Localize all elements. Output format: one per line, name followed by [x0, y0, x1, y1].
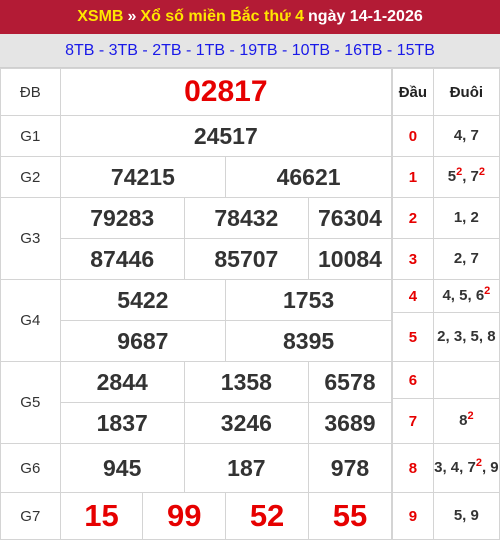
prize-number: 79283 [59, 197, 185, 239]
page-title[interactable]: Xổ số miền Bắc thứ 4 [140, 8, 305, 25]
prize-label-g1: G1 [0, 115, 61, 157]
prize-number: 187 [183, 443, 309, 493]
loto-dau: 3 [392, 238, 434, 280]
prize-number: 1753 [225, 279, 392, 321]
prize-row-g1: G1 24517 [0, 115, 393, 157]
loto-row: 4 4, 5, 62 [392, 279, 500, 313]
prize-label-g5: G5 [0, 361, 61, 444]
prize-row-g6: G6 945 187 978 [0, 443, 393, 493]
prize-number: 74215 [59, 156, 227, 198]
prize-row-g2: G2 74215 46621 [0, 156, 392, 198]
special-codes-bar: 8TB - 3TB - 2TB - 1TB - 19TB - 10TB - 16… [0, 34, 500, 68]
prize-label-g7: G7 [0, 492, 61, 540]
loto-dau: 4 [392, 279, 434, 313]
loto-row: 2 1, 2 [392, 197, 500, 239]
dau-header: Đầu [392, 68, 434, 116]
prize-row-g4b: 9687 8395 [1, 320, 392, 362]
loto-duoi: 2, 7 [432, 238, 500, 280]
loto-row: 7 82 [392, 398, 500, 444]
loto-duoi: 52, 72 [432, 156, 500, 198]
prize-label-g2: G2 [0, 156, 61, 198]
prize-row-g5: G5 2844 1358 6578 [0, 361, 393, 444]
loto-dau: 1 [392, 156, 434, 198]
prize-label-g4: G4 [0, 279, 61, 362]
loto-header-row: Đầu Đuôi [392, 68, 500, 116]
loto-duoi: 3, 4, 72, 9 [432, 443, 500, 493]
prize-number: 52 [225, 492, 309, 540]
loto-row: 9 5, 9 [392, 492, 500, 540]
loto-row: 3 2, 7 [392, 238, 500, 280]
xsmb-link[interactable]: XSMB [77, 8, 124, 25]
prize-number: 85707 [183, 238, 309, 280]
loto-duoi: 2, 3, 5, 8 [432, 312, 500, 362]
loto-duoi [432, 361, 500, 399]
prize-number: 78432 [183, 197, 309, 239]
loto-table: Đầu Đuôi 0 4, 7 1 52, 72 2 1, 2 3 2, 7 4… [392, 68, 500, 540]
loto-row: 5 2, 3, 5, 8 [392, 312, 500, 362]
prize-number: 3689 [307, 402, 393, 444]
prize-number: 55 [307, 492, 393, 540]
special-codes: 8TB - 3TB - 2TB - 1TB - 19TB - 10TB - 16… [65, 41, 435, 59]
special-prize-number: 02817 [59, 68, 393, 116]
prize-number: 24517 [59, 115, 393, 157]
prize-label-g3: G3 [0, 197, 61, 280]
prize-table: ĐB 02817 G1 24517 G2 74215 46621 G3 7928… [0, 68, 393, 540]
loto-duoi: 4, 5, 62 [432, 279, 500, 313]
loto-dau: 8 [392, 443, 434, 493]
prize-label-db: ĐB [0, 68, 61, 116]
breadcrumb-separator: » [127, 8, 137, 25]
loto-row: 0 4, 7 [392, 115, 500, 157]
prize-number: 1358 [183, 361, 309, 403]
loto-duoi: 5, 9 [432, 492, 500, 540]
loto-dau: 9 [392, 492, 434, 540]
page-header: XSMB » Xổ số miền Bắc thứ 4 ngày 14-1-20… [0, 0, 500, 34]
prize-row-g7: G7 15 99 52 55 [0, 492, 393, 540]
prize-number: 76304 [307, 197, 393, 239]
loto-dau: 6 [392, 361, 434, 399]
duoi-header: Đuôi [432, 68, 500, 116]
prize-label-g6: G6 [0, 443, 61, 493]
results-area: ĐB 02817 G1 24517 G2 74215 46621 G3 7928… [0, 68, 500, 540]
loto-dau: 0 [392, 115, 434, 157]
prize-row-db: ĐB 02817 [0, 68, 393, 116]
prize-number: 1837 [59, 402, 185, 444]
prize-row-g3b: 87446 85707 10084 [1, 238, 393, 280]
loto-duoi: 82 [432, 398, 500, 444]
prize-number: 6578 [307, 361, 393, 403]
prize-row-g4: G4 5422 1753 [0, 279, 392, 362]
prize-number: 99 [142, 492, 227, 540]
loto-dau: 5 [392, 312, 434, 362]
prize-number: 5422 [59, 279, 227, 321]
prize-row-g5b: 1837 3246 3689 [1, 402, 393, 444]
loto-dau: 7 [392, 398, 434, 444]
loto-dau: 2 [392, 197, 434, 239]
prize-number: 87446 [59, 238, 185, 280]
prize-number: 9687 [59, 320, 227, 362]
prize-number: 8395 [225, 320, 392, 362]
loto-duoi: 1, 2 [432, 197, 500, 239]
loto-row: 8 3, 4, 72, 9 [392, 443, 500, 493]
prize-number: 46621 [225, 156, 392, 198]
prize-number: 3246 [183, 402, 309, 444]
prize-number: 10084 [307, 238, 393, 280]
loto-duoi: 4, 7 [432, 115, 500, 157]
loto-row: 6 [392, 361, 500, 399]
loto-row: 1 52, 72 [392, 156, 500, 198]
draw-date: ngày 14-1-2026 [308, 8, 423, 25]
prize-number: 2844 [59, 361, 185, 403]
prize-number: 978 [307, 443, 393, 493]
prize-number: 15 [59, 492, 144, 540]
prize-row-g3: G3 79283 78432 76304 [0, 197, 393, 280]
prize-number: 945 [59, 443, 185, 493]
